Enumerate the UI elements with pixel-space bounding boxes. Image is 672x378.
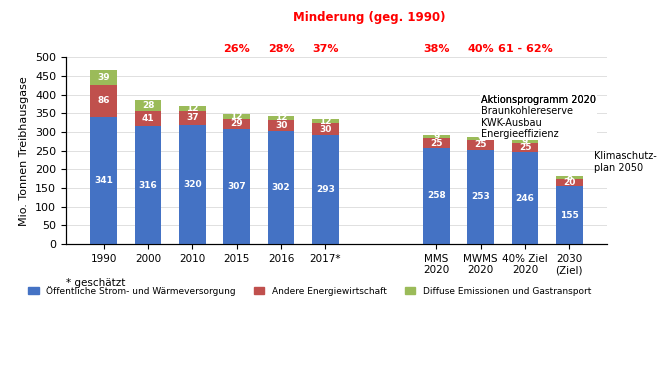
Text: 61 - 62%: 61 - 62% [498, 43, 552, 54]
Text: 20: 20 [563, 178, 575, 187]
Bar [179, 106, 206, 111]
Bar [135, 111, 161, 126]
Text: 12: 12 [319, 117, 332, 126]
Bar [423, 135, 450, 138]
Bar [423, 138, 450, 148]
Bar [91, 85, 117, 117]
Text: 12: 12 [230, 112, 243, 121]
Text: 30: 30 [275, 121, 288, 130]
Text: 293: 293 [316, 185, 335, 194]
Text: 12: 12 [186, 104, 199, 113]
Text: 38%: 38% [423, 43, 450, 54]
Bar [179, 111, 206, 124]
Text: 302: 302 [271, 183, 290, 192]
Text: Klimaschutz-
plan 2050: Klimaschutz- plan 2050 [594, 151, 657, 173]
Text: 86: 86 [97, 96, 110, 105]
Text: 155: 155 [560, 211, 579, 220]
Bar [556, 186, 583, 244]
Text: * geschätzt: * geschätzt [66, 278, 125, 288]
Bar [511, 139, 538, 143]
Text: 28: 28 [142, 101, 155, 110]
Text: 9: 9 [522, 137, 528, 146]
Text: Minderung (geg. 1990): Minderung (geg. 1990) [294, 11, 446, 24]
Text: 25: 25 [474, 140, 487, 149]
Text: 26%: 26% [223, 43, 250, 54]
Bar [224, 119, 250, 129]
Text: 25: 25 [430, 139, 443, 147]
Bar [556, 179, 583, 186]
Y-axis label: Mio. Tonnen Treibhausgase: Mio. Tonnen Treibhausgase [19, 76, 30, 226]
Text: 12: 12 [275, 113, 288, 122]
Legend: Öffentliche Strom- und Wärmeversorgung, Andere Energiewirtschaft, Diffuse Emissi: Öffentliche Strom- und Wärmeversorgung, … [24, 282, 595, 299]
Text: 320: 320 [183, 180, 202, 189]
Bar [511, 152, 538, 244]
Bar [224, 114, 250, 119]
Text: 39: 39 [97, 73, 110, 82]
Text: 341: 341 [94, 176, 113, 185]
Bar [312, 124, 339, 135]
Bar [312, 119, 339, 124]
Bar [511, 143, 538, 152]
Bar [224, 129, 250, 244]
Bar [268, 116, 294, 120]
Bar [135, 126, 161, 244]
Text: Aktionsprogramm 2020
Braunkohlereserve
KWK-Ausbau
Energieeffizienz: Aktionsprogramm 2020 Braunkohlereserve K… [480, 94, 595, 139]
Text: 41: 41 [142, 114, 155, 123]
Text: 25: 25 [519, 143, 532, 152]
Text: 8: 8 [566, 173, 573, 182]
Text: 253: 253 [471, 192, 490, 201]
Bar [268, 131, 294, 244]
Text: Aktionsprogramm 2020: Aktionsprogramm 2020 [480, 94, 595, 105]
Text: 258: 258 [427, 191, 446, 200]
Bar [467, 150, 494, 244]
Bar [423, 148, 450, 244]
Bar [179, 124, 206, 244]
Bar [91, 70, 117, 85]
Bar [467, 140, 494, 150]
Text: 30: 30 [319, 124, 332, 133]
Bar [135, 100, 161, 111]
Text: 28%: 28% [268, 43, 294, 54]
Text: 37%: 37% [312, 43, 339, 54]
Bar [467, 137, 494, 140]
Text: 9: 9 [478, 134, 484, 143]
Text: 37: 37 [186, 113, 199, 122]
Bar [312, 135, 339, 244]
Text: 246: 246 [515, 194, 534, 203]
Text: 316: 316 [138, 181, 157, 190]
Text: 29: 29 [230, 119, 243, 129]
Text: 40%: 40% [467, 43, 494, 54]
Bar [556, 176, 583, 179]
Bar [268, 120, 294, 131]
Bar [91, 117, 117, 244]
Text: 307: 307 [227, 182, 246, 191]
Text: 9: 9 [433, 132, 439, 141]
